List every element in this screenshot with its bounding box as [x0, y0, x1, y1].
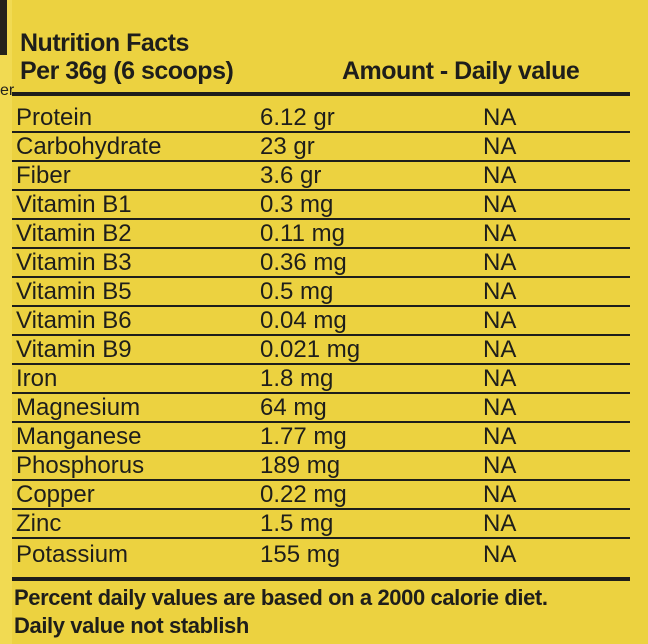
amount-column-header: Amount - Daily value — [342, 57, 580, 85]
footer-divider — [12, 577, 630, 581]
nutrient-daily-value: NA — [483, 482, 517, 508]
label-subtitle-row: Per 36g (6 scoops) Amount - Daily value — [20, 57, 630, 86]
nutrient-amount: 6.12 gr — [260, 105, 335, 131]
table-row: Vitamin B1 0.3 mg NA — [12, 191, 630, 220]
nutrient-amount: 0.22 mg — [260, 482, 347, 508]
nutrient-amount: 0.11 mg — [260, 221, 345, 247]
footnote-line-1: Percent daily values are based on a 2000… — [14, 585, 548, 610]
nutrient-daily-value: NA — [483, 134, 517, 160]
nutrient-amount: 64 mg — [260, 395, 327, 421]
edge-accent-bar — [0, 0, 7, 55]
table-row: Manganese 1.77 mg NA — [12, 423, 630, 452]
nutrition-table: Protein 6.12 gr NA Carbohydrate 23 gr NA… — [12, 92, 630, 577]
table-row: Vitamin B9 0.021 mg NA — [12, 336, 630, 365]
nutrient-daily-value: NA — [483, 366, 517, 392]
photo-edge-strip — [0, 0, 12, 644]
nutrient-amount: 0.04 mg — [260, 308, 347, 334]
nutrient-daily-value: NA — [483, 221, 517, 247]
nutrient-name: Vitamin B5 — [16, 279, 132, 305]
nutrient-name: Copper — [16, 482, 95, 508]
nutrient-amount: 1.8 mg — [260, 366, 334, 392]
table-row: Fiber 3.6 gr NA — [12, 162, 630, 191]
nutrient-name: Potassium — [16, 542, 129, 568]
nutrient-name: Fiber — [16, 163, 71, 189]
table-row: Potassium 155 mg NA — [12, 539, 630, 568]
label-header: Nutrition Facts Per 36g (6 scoops) Amoun… — [12, 0, 630, 86]
nutrient-amount: 189 mg — [260, 453, 341, 479]
nutrient-daily-value: NA — [483, 337, 517, 363]
nutrient-daily-value: NA — [483, 163, 517, 189]
nutrient-amount: 155 mg — [260, 542, 341, 568]
nutrient-name: Zinc — [16, 511, 62, 537]
nutrient-name: Vitamin B3 — [16, 250, 132, 276]
table-row: Vitamin B2 0.11 mg NA — [12, 220, 630, 249]
label-title: Nutrition Facts — [20, 29, 189, 57]
nutrient-name: Phosphorus — [16, 453, 145, 479]
nutrient-daily-value: NA — [483, 453, 517, 479]
nutrient-daily-value: NA — [483, 511, 517, 537]
table-row: Vitamin B5 0.5 mg NA — [12, 278, 630, 307]
nutrient-name: Magnesium — [16, 395, 141, 421]
nutrient-name: Vitamin B1 — [16, 192, 132, 218]
nutrient-amount: 0.3 mg — [260, 192, 334, 218]
nutrient-amount: 3.6 gr — [260, 163, 322, 189]
edge-cutoff-text: er — [0, 82, 15, 99]
nutrient-name: Vitamin B9 — [16, 337, 132, 363]
nutrient-daily-value: NA — [483, 250, 517, 276]
nutrient-name: Vitamin B6 — [16, 308, 132, 334]
nutrient-name: Iron — [16, 366, 58, 392]
nutrient-name: Vitamin B2 — [16, 221, 132, 247]
nutrient-daily-value: NA — [483, 279, 517, 305]
nutrient-daily-value: NA — [483, 424, 517, 450]
nutrient-daily-value: NA — [483, 105, 517, 131]
table-row: Carbohydrate 23 gr NA — [12, 133, 630, 162]
nutrient-name: Manganese — [16, 424, 142, 450]
nutrient-amount: 1.5 mg — [260, 511, 334, 537]
nutrient-amount: 0.021 mg — [260, 337, 361, 363]
nutrient-daily-value: NA — [483, 395, 517, 421]
nutrient-daily-value: NA — [483, 192, 517, 218]
nutrient-amount: 1.77 mg — [260, 424, 347, 450]
nutrient-daily-value: NA — [483, 542, 517, 568]
table-row: Vitamin B6 0.04 mg NA — [12, 307, 630, 336]
footnote: Percent daily values are based on a 2000… — [12, 581, 630, 640]
label-content: Nutrition Facts Per 36g (6 scoops) Amoun… — [12, 0, 630, 640]
table-row: Copper 0.22 mg NA — [12, 481, 630, 510]
nutrient-name: Protein — [16, 105, 93, 131]
table-row: Magnesium 64 mg NA — [12, 394, 630, 423]
nutrient-daily-value: NA — [483, 308, 517, 334]
footnote-line-2: Daily value not stablish — [14, 613, 249, 638]
nutrient-amount: 0.36 mg — [260, 250, 347, 276]
serving-size: Per 36g (6 scoops) — [20, 57, 234, 85]
nutrient-name: Carbohydrate — [16, 134, 162, 160]
nutrient-amount: 0.5 mg — [260, 279, 334, 305]
table-row: Phosphorus 189 mg NA — [12, 452, 630, 481]
table-row: Iron 1.8 mg NA — [12, 365, 630, 394]
table-row: Protein 6.12 gr NA — [12, 96, 630, 133]
table-row: Vitamin B3 0.36 mg NA — [12, 249, 630, 278]
table-row: Zinc 1.5 mg NA — [12, 510, 630, 539]
nutrient-amount: 23 gr — [260, 134, 315, 160]
